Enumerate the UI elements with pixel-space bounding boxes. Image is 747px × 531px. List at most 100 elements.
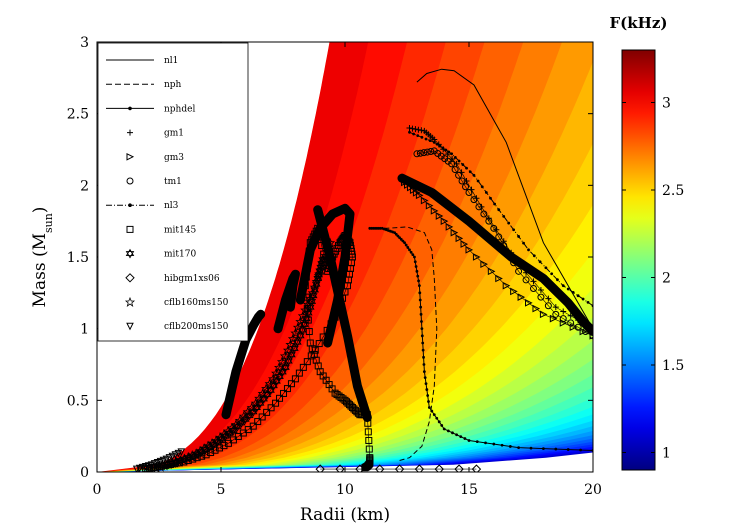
square-marker bbox=[258, 413, 266, 421]
square-marker bbox=[263, 408, 271, 416]
dot-marker bbox=[408, 130, 411, 134]
dot-marker bbox=[421, 341, 425, 345]
dot-marker bbox=[507, 221, 511, 225]
plus-marker bbox=[127, 129, 133, 136]
pentagram-marker bbox=[151, 462, 162, 472]
dot-marker bbox=[435, 416, 439, 420]
dot-marker bbox=[424, 137, 428, 141]
series-hibgm1xs06 bbox=[315, 464, 482, 472]
square-marker bbox=[254, 418, 262, 426]
x-tick-label: 5 bbox=[217, 482, 226, 498]
plus-marker bbox=[415, 126, 422, 133]
frequency-band bbox=[97, 42, 369, 472]
circle-marker bbox=[465, 189, 473, 196]
square-marker bbox=[267, 404, 275, 412]
diamond-marker bbox=[471, 464, 482, 472]
dot-marker bbox=[467, 439, 471, 442]
line-nl1 bbox=[416, 68, 593, 329]
dot-marker bbox=[561, 284, 565, 288]
dot-marker bbox=[420, 320, 423, 323]
triangle-right-marker bbox=[579, 327, 588, 336]
pentagram-marker bbox=[195, 445, 206, 456]
circle-marker bbox=[455, 171, 463, 179]
dot-marker bbox=[538, 260, 542, 264]
dot-marker bbox=[512, 228, 516, 232]
legend-box bbox=[97, 42, 249, 342]
line-nph bbox=[374, 226, 438, 461]
legend: nl1 nph nphdel gm1 gm3 tm1 nl3 mit145 mit170 hibg… bbox=[97, 42, 249, 342]
pentagram-marker bbox=[292, 322, 303, 333]
legend-label: hibgm1xs06 bbox=[164, 274, 220, 284]
pentagram-marker bbox=[187, 450, 198, 461]
square-marker bbox=[365, 445, 373, 453]
pentagram-marker bbox=[191, 448, 202, 459]
dot-marker bbox=[437, 420, 441, 424]
dot-marker bbox=[453, 155, 457, 159]
triangle-right-marker bbox=[487, 267, 496, 276]
square-marker bbox=[295, 369, 303, 377]
dot-marker bbox=[484, 441, 487, 445]
dot-marker bbox=[566, 448, 570, 451]
dot-marker bbox=[420, 135, 424, 139]
dot-marker bbox=[455, 433, 458, 437]
triangle-right-marker bbox=[517, 293, 526, 301]
square-marker bbox=[287, 380, 295, 388]
dot-marker bbox=[412, 132, 416, 136]
dot-marker bbox=[459, 435, 463, 439]
triangle-right-marker bbox=[502, 281, 511, 290]
colorbar-tick-label: 2.5 bbox=[662, 183, 684, 199]
series-thick-strange-2 bbox=[273, 269, 300, 334]
dot-marker bbox=[517, 235, 520, 238]
triangle-right-marker bbox=[525, 299, 533, 307]
plus-marker bbox=[406, 125, 413, 131]
dot-marker bbox=[463, 437, 467, 440]
series-tm1 bbox=[413, 147, 593, 340]
dot-marker bbox=[442, 427, 446, 431]
pentagram-marker bbox=[264, 378, 275, 389]
dot-marker bbox=[420, 327, 424, 331]
triangle-right-marker bbox=[445, 223, 454, 231]
circle-marker bbox=[413, 150, 421, 158]
dot-marker bbox=[472, 173, 476, 177]
series-thick-strange-1 bbox=[221, 309, 266, 420]
dot-marker bbox=[468, 170, 472, 174]
triangle-right-marker bbox=[539, 310, 548, 319]
hexagram-marker bbox=[296, 330, 305, 341]
dot-marker bbox=[532, 254, 536, 258]
circle-marker bbox=[537, 293, 545, 301]
triangle-right-marker bbox=[532, 304, 541, 313]
pentagram-marker bbox=[211, 435, 222, 446]
triangle-right-marker bbox=[495, 274, 503, 283]
circle-marker bbox=[490, 224, 498, 232]
diamond-marker bbox=[454, 464, 464, 472]
dot-marker bbox=[413, 255, 416, 259]
legend-label: mit145 bbox=[164, 225, 196, 235]
circle-marker bbox=[430, 147, 438, 155]
dot-marker bbox=[370, 226, 374, 230]
plus-marker bbox=[537, 286, 544, 293]
plus-marker bbox=[421, 127, 428, 134]
y-tick-label: 1 bbox=[80, 322, 89, 338]
pentagram-marker bbox=[297, 310, 308, 321]
dot-marker bbox=[425, 388, 429, 391]
dot-marker bbox=[446, 429, 450, 433]
legend-label: tm1 bbox=[164, 177, 182, 187]
legend-label: nl1 bbox=[164, 56, 178, 66]
triangle-down-marker bbox=[168, 452, 177, 461]
pentagram-marker bbox=[242, 406, 253, 417]
plus-marker bbox=[552, 304, 559, 311]
pentagram-marker bbox=[300, 304, 311, 316]
pentagram-marker bbox=[290, 327, 301, 339]
x-tick-label: 10 bbox=[336, 482, 354, 498]
square-marker bbox=[216, 444, 224, 452]
diamond-marker bbox=[125, 273, 135, 283]
legend-label: cflb160ms150 bbox=[164, 298, 229, 308]
dot-marker bbox=[404, 243, 408, 247]
y-axis-label: Mass (Msun) bbox=[30, 207, 55, 308]
dot-marker bbox=[432, 140, 436, 144]
triangle-right-marker bbox=[589, 332, 593, 340]
dot-marker bbox=[542, 447, 545, 450]
dot-marker bbox=[416, 134, 420, 138]
dot-marker bbox=[497, 208, 501, 212]
triangle-right-marker bbox=[420, 196, 429, 205]
